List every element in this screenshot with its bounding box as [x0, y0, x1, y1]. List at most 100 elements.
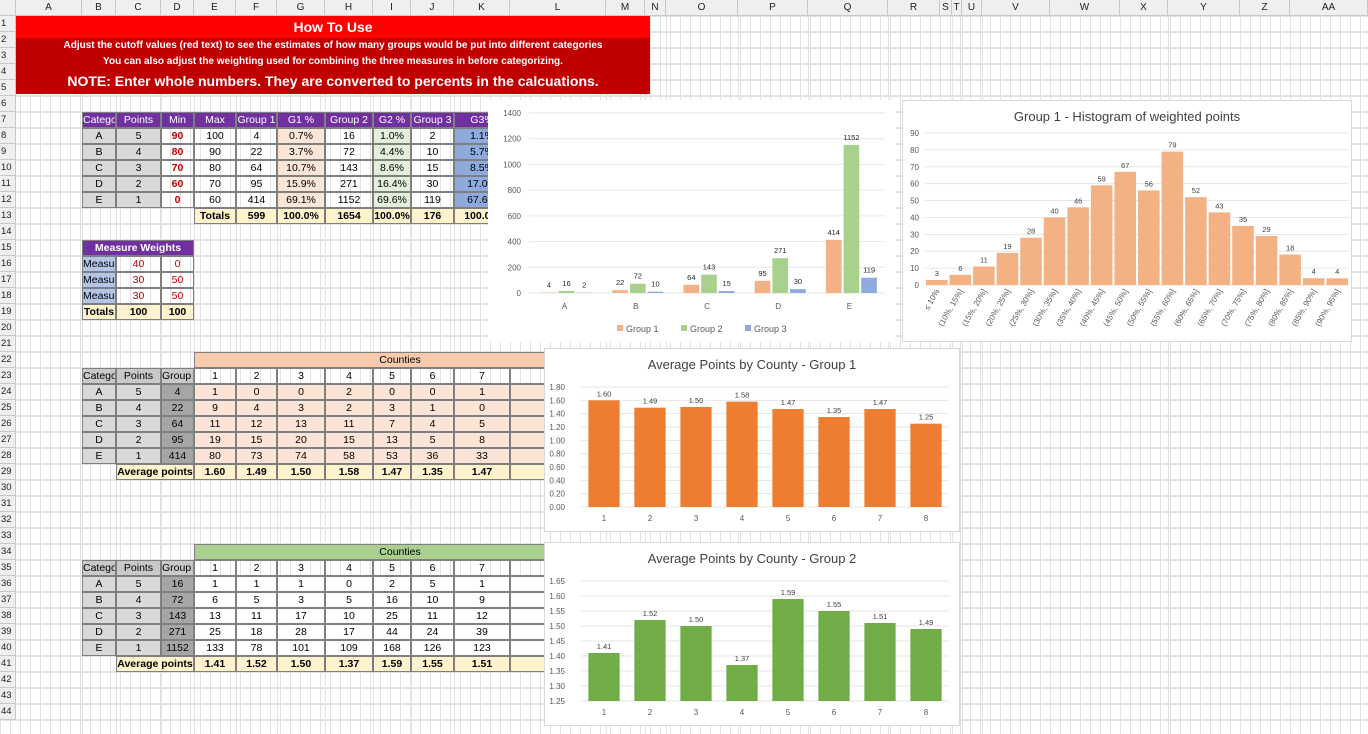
- counties-table-cell[interactable]: 0: [277, 384, 325, 400]
- counties-table-cell[interactable]: 143: [161, 608, 194, 624]
- counties-table-cell[interactable]: 12: [236, 416, 277, 432]
- category-table-cell[interactable]: 0: [161, 192, 194, 208]
- row-header[interactable]: 18: [0, 288, 16, 304]
- average-points-value[interactable]: 1.35: [411, 464, 454, 480]
- category-table-cell[interactable]: 90: [161, 128, 194, 144]
- counties-table-cell[interactable]: 17: [325, 624, 373, 640]
- counties-table-cell[interactable]: 22: [161, 400, 194, 416]
- counties-table-cell[interactable]: 25: [373, 608, 411, 624]
- row-header[interactable]: 1: [0, 16, 16, 32]
- counties-table-cell[interactable]: 8: [454, 432, 510, 448]
- category-table-cell[interactable]: 4: [116, 144, 161, 160]
- column-header[interactable]: G: [277, 0, 325, 16]
- row-header[interactable]: 9: [0, 144, 16, 160]
- counties-table-cell[interactable]: 25: [194, 624, 236, 640]
- column-header[interactable]: P: [738, 0, 808, 16]
- category-table-cell[interactable]: 15.9%: [277, 176, 325, 192]
- column-header[interactable]: D: [161, 0, 194, 16]
- category-table-cell[interactable]: 8.6%: [373, 160, 411, 176]
- row-header[interactable]: 16: [0, 256, 16, 272]
- counties-table-cell[interactable]: 95: [161, 432, 194, 448]
- column-header[interactable]: N: [645, 0, 666, 16]
- row-header[interactable]: 11: [0, 176, 16, 192]
- counties-table-cell[interactable]: 126: [411, 640, 454, 656]
- counties-table-cell[interactable]: 13: [194, 608, 236, 624]
- counties-table-cell[interactable]: 11: [194, 416, 236, 432]
- counties-table-cell[interactable]: 3: [116, 416, 161, 432]
- category-table-cell[interactable]: 414: [236, 192, 277, 208]
- select-all-corner[interactable]: [0, 0, 16, 16]
- counties-table-cell[interactable]: 4: [161, 384, 194, 400]
- row-header[interactable]: 23: [0, 368, 16, 384]
- category-table-cell[interactable]: 100: [194, 128, 236, 144]
- counties-table-cell[interactable]: 1: [277, 576, 325, 592]
- counties-table-cell[interactable]: 36: [411, 448, 454, 464]
- counties-table-cell[interactable]: 16: [373, 592, 411, 608]
- row-header[interactable]: 27: [0, 432, 16, 448]
- avg-points-group2-chart[interactable]: Average Points by County - Group 2 1.25 1…: [544, 542, 960, 726]
- counties-table-cell[interactable]: B: [82, 592, 116, 608]
- counties-table-cell[interactable]: B: [82, 400, 116, 416]
- counties-table-cell[interactable]: 5: [411, 576, 454, 592]
- category-table-cell[interactable]: B: [82, 144, 116, 160]
- counties-table-cell[interactable]: 1: [236, 576, 277, 592]
- counties-table-cell[interactable]: 11: [236, 608, 277, 624]
- row-header[interactable]: 41: [0, 656, 16, 672]
- measure-name[interactable]: Measure_1: [82, 256, 116, 272]
- row-header[interactable]: 19: [0, 304, 16, 320]
- avg-points-group1-chart[interactable]: Average Points by County - Group 1 0.00 0…: [544, 348, 960, 532]
- row-header[interactable]: 34: [0, 544, 16, 560]
- category-table-cell[interactable]: 16.4%: [373, 176, 411, 192]
- row-header[interactable]: 20: [0, 320, 16, 336]
- counties-table-cell[interactable]: 24: [411, 624, 454, 640]
- average-points-value[interactable]: 1.49: [236, 464, 277, 480]
- column-header[interactable]: M: [606, 0, 645, 16]
- counties-table-cell[interactable]: 5: [454, 416, 510, 432]
- row-header[interactable]: 17: [0, 272, 16, 288]
- counties-table-cell[interactable]: 0: [373, 384, 411, 400]
- column-header[interactable]: L: [510, 0, 606, 16]
- row-header[interactable]: 4: [0, 64, 16, 80]
- counties-table-cell[interactable]: 3: [277, 400, 325, 416]
- counties-table-cell[interactable]: E: [82, 448, 116, 464]
- column-header[interactable]: B: [82, 0, 116, 16]
- counties-table-cell[interactable]: D: [82, 432, 116, 448]
- category-table-cell[interactable]: 271: [325, 176, 373, 192]
- category-table-total[interactable]: Totals: [194, 208, 236, 224]
- measure-weight-1[interactable]: 30: [116, 288, 161, 304]
- average-points-label[interactable]: Average points: [116, 656, 194, 672]
- counties-table-cell[interactable]: 58: [325, 448, 373, 464]
- column-header[interactable]: Z: [1240, 0, 1290, 16]
- column-header[interactable]: W: [1050, 0, 1120, 16]
- category-table-cell[interactable]: D: [82, 176, 116, 192]
- counties-table-cell[interactable]: 7: [373, 416, 411, 432]
- counties-table-cell[interactable]: 2: [325, 400, 373, 416]
- counties-table-cell[interactable]: 3: [116, 608, 161, 624]
- category-table-cell[interactable]: 143: [325, 160, 373, 176]
- counties-table-cell[interactable]: 3: [277, 592, 325, 608]
- row-header[interactable]: 40: [0, 640, 16, 656]
- counties-table-cell[interactable]: 4: [411, 416, 454, 432]
- category-table-cell[interactable]: 69.1%: [277, 192, 325, 208]
- row-header[interactable]: 38: [0, 608, 16, 624]
- counties-table-cell[interactable]: 1: [454, 576, 510, 592]
- category-table-cell[interactable]: E: [82, 192, 116, 208]
- column-header[interactable]: AA: [1290, 0, 1368, 16]
- counties-table-cell[interactable]: 39: [454, 624, 510, 640]
- row-header[interactable]: 31: [0, 496, 16, 512]
- counties-table-cell[interactable]: 5: [236, 592, 277, 608]
- category-table-cell[interactable]: 90: [194, 144, 236, 160]
- category-table-total[interactable]: 1654: [325, 208, 373, 224]
- counties-table-cell[interactable]: 53: [373, 448, 411, 464]
- counties-table-cell[interactable]: C: [82, 416, 116, 432]
- counties-table-cell[interactable]: 80: [194, 448, 236, 464]
- counties-table-cell[interactable]: 13: [373, 432, 411, 448]
- row-header[interactable]: 25: [0, 400, 16, 416]
- category-table-cell[interactable]: A: [82, 128, 116, 144]
- measure-weights-total[interactable]: 100: [161, 304, 194, 320]
- histogram-chart[interactable]: Group 1 - Histogram of weighted points 0…: [902, 100, 1352, 342]
- column-header[interactable]: Q: [808, 0, 888, 16]
- counties-table-cell[interactable]: 28: [277, 624, 325, 640]
- average-points-value[interactable]: 1.55: [411, 656, 454, 672]
- counties-table-cell[interactable]: D: [82, 624, 116, 640]
